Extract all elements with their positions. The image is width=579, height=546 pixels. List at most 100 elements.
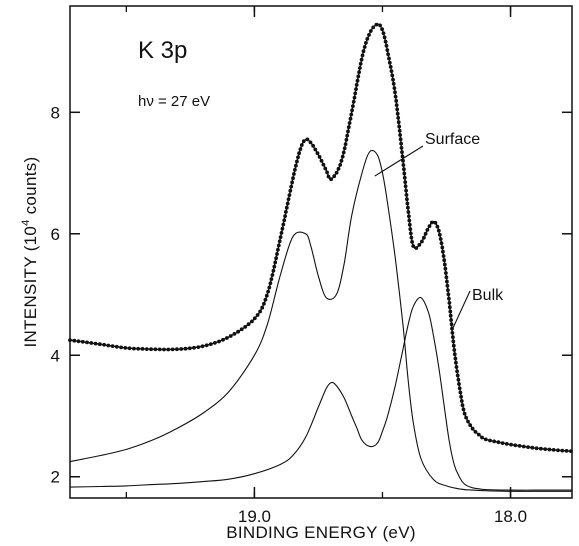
data-point — [262, 301, 266, 306]
data-point — [236, 329, 241, 334]
data-point — [213, 341, 217, 345]
data-point — [509, 442, 513, 447]
data-point — [358, 61, 363, 66]
data-point — [267, 285, 272, 290]
annotation-leader-line — [451, 290, 471, 332]
data-point — [359, 57, 364, 62]
data-point — [321, 162, 326, 167]
data-point — [255, 313, 260, 317]
data-point — [483, 437, 488, 442]
data-point — [400, 154, 405, 159]
data-point — [252, 316, 257, 321]
data-point — [442, 262, 447, 267]
data-point — [446, 288, 450, 292]
data-point — [187, 346, 192, 351]
data-point — [427, 224, 432, 229]
data-point — [332, 174, 337, 179]
data-point — [521, 444, 526, 449]
data-point — [250, 319, 254, 324]
data-point — [353, 91, 358, 96]
data-point — [350, 108, 354, 113]
data-point — [466, 419, 470, 424]
data-point — [334, 170, 339, 175]
chart-title: K 3p — [138, 37, 187, 64]
data-point — [127, 346, 132, 351]
data-point — [346, 129, 350, 134]
data-point — [140, 347, 145, 351]
data-point — [308, 140, 313, 145]
data-point — [401, 163, 406, 167]
data-point — [336, 166, 341, 171]
data-point — [435, 224, 440, 229]
data-point — [388, 65, 393, 69]
data-point — [492, 439, 497, 444]
data-point — [287, 193, 292, 198]
data-point — [411, 244, 416, 248]
data-point — [351, 104, 355, 108]
data-point — [123, 346, 128, 350]
data-point — [292, 172, 296, 176]
data-point — [389, 69, 394, 73]
data-point — [297, 151, 301, 156]
data-point — [149, 347, 154, 352]
data-point — [339, 158, 344, 163]
data-point — [408, 227, 413, 232]
data-point — [349, 112, 354, 117]
data-point — [162, 347, 166, 352]
data-point — [258, 309, 262, 314]
data-point — [447, 305, 452, 310]
data-point — [455, 373, 460, 378]
data-point — [443, 266, 448, 271]
data-point — [289, 184, 294, 189]
y-axis-title: INTENSITY (104 counts) — [20, 157, 40, 348]
data-point — [357, 70, 361, 75]
data-point — [407, 214, 411, 219]
data-point — [346, 125, 351, 130]
data-point — [407, 218, 412, 223]
data-point — [433, 220, 438, 225]
series-line-dotted-data — [69, 23, 573, 452]
y-tick-label: 6 — [51, 225, 60, 244]
data-point — [291, 176, 295, 181]
data-point — [343, 142, 348, 147]
data-point — [278, 235, 283, 240]
data-point — [449, 318, 453, 322]
data-point — [276, 247, 280, 252]
data-point — [394, 99, 399, 103]
data-point — [374, 22, 379, 27]
data-point — [170, 347, 175, 352]
annotation-leader-line — [374, 145, 424, 177]
data-point — [445, 279, 449, 284]
data-point — [175, 347, 179, 352]
data-point — [423, 231, 428, 236]
data-point — [409, 235, 414, 240]
data-point — [345, 133, 350, 138]
data-point — [279, 231, 284, 235]
data-point — [221, 337, 225, 342]
data-point — [449, 322, 454, 327]
annotation-label-bulk: Bulk — [472, 287, 504, 304]
data-point — [408, 231, 413, 236]
data-point — [396, 116, 401, 120]
data-point — [395, 111, 400, 116]
data-point — [269, 277, 274, 281]
data-point — [406, 210, 411, 214]
data-point — [468, 423, 473, 428]
data-point — [444, 271, 448, 275]
data-point — [378, 23, 382, 28]
data-point — [260, 305, 265, 310]
data-point — [534, 446, 539, 451]
data-point — [402, 171, 407, 176]
data-point — [458, 390, 463, 395]
data-point — [311, 143, 315, 148]
data-point — [385, 48, 390, 52]
data-point — [348, 116, 353, 121]
data-point — [402, 175, 407, 180]
data-point — [354, 83, 359, 87]
data-point — [354, 87, 358, 91]
data-point — [476, 432, 481, 437]
data-point — [564, 449, 569, 453]
data-point — [500, 441, 505, 445]
data-point — [400, 150, 404, 155]
data-point — [404, 188, 408, 193]
